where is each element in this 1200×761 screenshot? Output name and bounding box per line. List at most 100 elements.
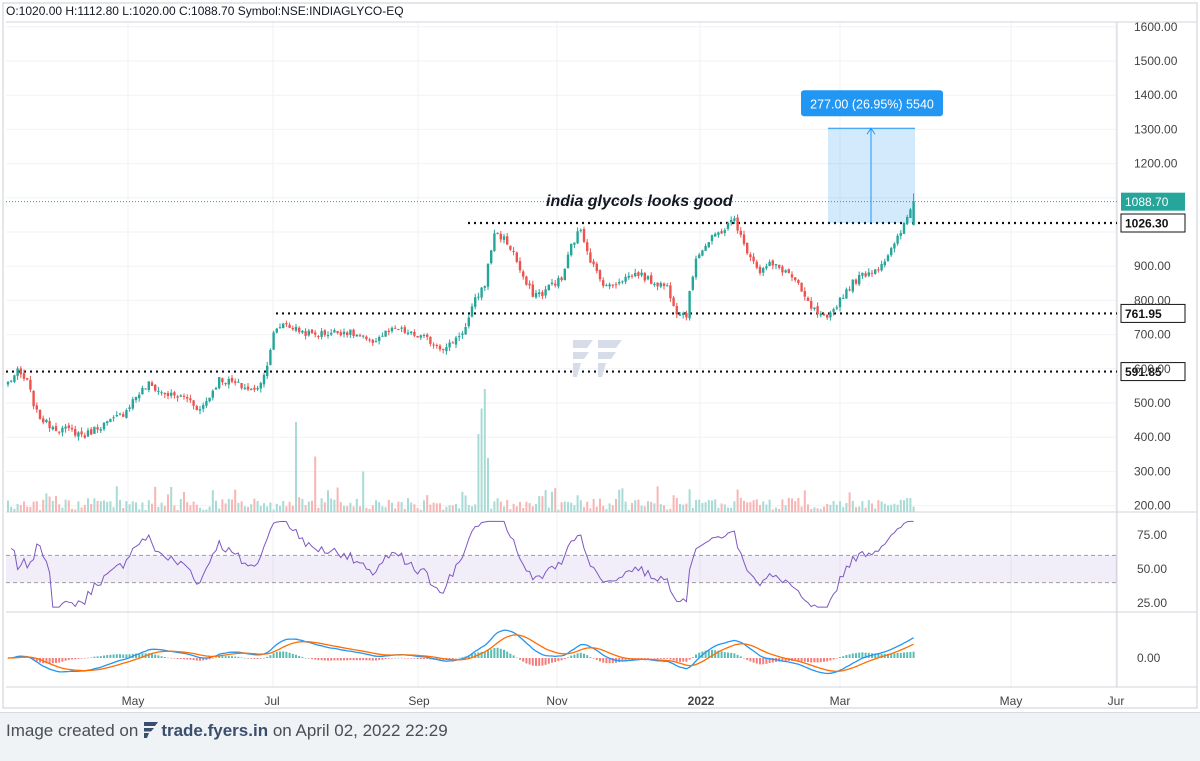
candle-body <box>512 250 515 252</box>
volume-bar <box>339 502 342 512</box>
candle-body <box>659 283 662 287</box>
candle-body <box>381 335 384 337</box>
macd-histogram-bar <box>400 657 403 659</box>
candle-body <box>397 329 400 331</box>
volume-bar <box>403 508 406 512</box>
macd-histogram-bar <box>448 658 451 660</box>
candle-body <box>346 332 349 336</box>
macd-histogram-bar <box>887 653 889 658</box>
candle <box>166 390 170 400</box>
macd-histogram-bar <box>611 658 614 664</box>
candle-body <box>826 314 829 318</box>
candle <box>211 389 214 401</box>
candle <box>486 263 490 291</box>
price-tick-label: 300.00 <box>1134 464 1171 478</box>
macd-histogram-bar <box>179 658 182 660</box>
candle-body <box>141 387 144 395</box>
candle <box>294 323 298 333</box>
macd-histogram-bar <box>311 658 313 660</box>
volume-bar <box>755 499 758 512</box>
chart-area[interactable]: 1026.30 761.95 591.85 1088.70 277.00 (26.95… <box>0 0 1200 712</box>
macd-histogram-bar <box>765 658 768 664</box>
annotation-text: india glycols looks good <box>546 193 734 210</box>
volume-bar <box>535 503 537 512</box>
candle <box>330 329 333 337</box>
volume-bar <box>803 490 806 512</box>
candle-body <box>861 272 864 276</box>
candle-body <box>208 397 211 402</box>
candle-body <box>246 386 250 390</box>
candle-body <box>323 330 326 335</box>
volume-bar <box>323 502 326 512</box>
candle <box>326 331 330 339</box>
candle <box>614 282 618 289</box>
volume-bar <box>147 500 150 512</box>
volume-bar <box>61 507 64 512</box>
candle <box>736 214 739 234</box>
candle-body <box>35 405 38 410</box>
candle-body <box>339 332 342 336</box>
candle-body <box>531 284 534 297</box>
candle <box>890 246 893 257</box>
candle-body <box>621 281 624 283</box>
macd-histogram-bar <box>752 658 755 663</box>
volume-bar <box>298 497 301 512</box>
candle-body <box>342 331 346 335</box>
fyers-logo-icon <box>144 722 159 743</box>
macd-histogram-bar <box>298 655 301 658</box>
price-tick-label: 600.00 <box>1134 362 1171 376</box>
volume-bar <box>499 501 502 512</box>
volume-bar <box>423 500 425 512</box>
candle-body <box>790 274 794 278</box>
volume-bar <box>301 498 304 512</box>
candle-body <box>166 392 170 396</box>
candle-body <box>554 283 557 286</box>
candle <box>397 328 400 331</box>
candle-body <box>810 301 813 309</box>
macd-histogram-bar <box>67 658 70 661</box>
candle <box>573 242 576 248</box>
candle <box>128 404 131 412</box>
volume-bar <box>275 503 278 512</box>
candle <box>314 330 317 338</box>
macd-histogram-bar <box>771 658 774 663</box>
candle <box>560 276 563 282</box>
volume-bar <box>759 504 761 512</box>
macd-histogram-bar <box>413 658 416 659</box>
candle-body <box>138 394 141 399</box>
volume-bar <box>211 490 214 512</box>
candle-body <box>509 245 512 250</box>
candle-body <box>493 233 496 251</box>
volume-bar <box>762 501 765 512</box>
macd-histogram-bar <box>99 656 102 658</box>
macd-histogram-bar <box>906 652 909 658</box>
candle <box>400 325 403 333</box>
volume-bar <box>243 506 246 512</box>
candle-body <box>102 422 106 430</box>
candle-body <box>54 426 58 431</box>
macd-histogram-bar <box>823 658 825 662</box>
macd-histogram-bar <box>896 652 899 658</box>
volume-bar <box>480 408 483 512</box>
candle <box>643 272 646 283</box>
volume-bar <box>624 501 627 512</box>
volume-bar <box>416 508 419 512</box>
candle <box>134 396 138 403</box>
macd-histogram-bar <box>861 652 864 658</box>
volume-bar <box>378 502 381 512</box>
candle <box>198 406 202 415</box>
candle <box>189 394 192 404</box>
macd-histogram-bar <box>183 658 185 660</box>
candle-body <box>83 435 86 438</box>
candle <box>141 385 144 395</box>
volume-bar <box>509 509 512 512</box>
candle-body <box>656 282 659 287</box>
candle-body <box>243 387 246 389</box>
macd-histogram-bar <box>912 651 915 658</box>
candle-body <box>413 331 416 336</box>
candle <box>634 268 637 278</box>
candle-body <box>230 377 234 382</box>
footer-brand-link[interactable]: trade.fyers.in <box>161 721 269 740</box>
macd-histogram-bar <box>269 655 272 658</box>
candle <box>438 344 442 352</box>
